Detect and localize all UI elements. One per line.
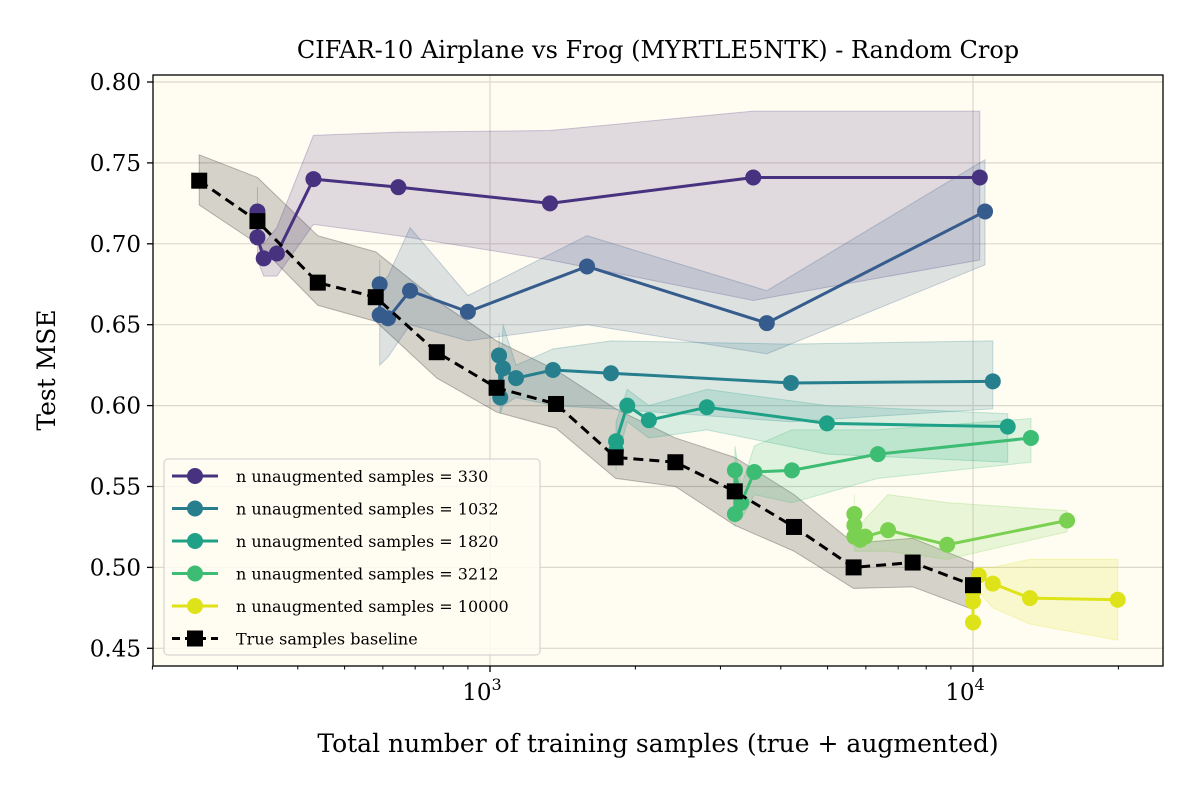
legend-label: n unaugmented samples = 10000 [236,597,509,616]
x-tick-label: 104 [945,675,984,706]
x-tick-base: 10 [462,680,491,706]
y-tick-label: 0.80 [90,70,141,96]
x-tick-label: 103 [462,675,501,706]
baseline-point [488,379,505,396]
baseline-point [607,449,624,466]
series-point [782,374,799,391]
series-point [746,463,763,480]
series-point [255,250,272,267]
series-point [818,415,835,432]
y-tick-label: 0.45 [90,636,141,662]
baseline-point [965,577,981,594]
series-point [1109,591,1126,608]
x-axis-label: Total number of training samples (true +… [317,729,998,758]
y-tick-label: 0.60 [90,394,141,420]
legend-marker [187,500,203,517]
series-point [602,365,619,382]
x-tick-exponent: 3 [492,675,502,694]
series-point [305,171,322,188]
series-point [977,203,994,220]
series-point [459,303,476,320]
series-point [745,169,762,186]
plot-frame [152,74,1164,667]
baseline-point [786,518,803,535]
series-point [965,614,981,631]
baseline-point [249,213,266,230]
series-point [268,245,285,262]
y-axis-label: Test MSE [32,309,61,430]
legend-label: n unaugmented samples = 1032 [236,500,499,519]
series-point [619,397,636,414]
baseline-point [845,559,862,576]
baseline-line [198,179,974,587]
series-lines [191,169,1126,631]
baseline-point [548,395,565,412]
series-point [939,536,956,553]
series-point [846,506,863,523]
baseline-point [726,483,743,500]
series-band [498,324,994,423]
chart-title: CIFAR-10 Airplane vs Frog (MYRTLE5NTK) -… [297,36,1019,64]
y-tick-label: 0.55 [90,475,141,501]
legend-marker [187,468,203,484]
series-point [971,169,988,186]
legend-marker [187,565,203,582]
series-point [491,347,508,364]
y-tick-label: 0.65 [90,313,141,339]
series-point [495,360,512,377]
series-band [379,158,986,367]
series-point [726,462,743,479]
series-point [402,282,419,299]
series-point [758,315,775,332]
baseline-point [904,554,921,571]
series-point [541,195,558,212]
legend-frame [163,458,541,656]
legend-label: n unaugmented samples = 3212 [236,565,499,584]
series-point [880,522,897,539]
series-point [608,433,625,450]
baseline-point [191,172,208,189]
legend-label: n unaugmented samples = 1820 [236,532,499,551]
legend-marker [187,598,203,614]
y-tick-label: 0.50 [90,555,141,581]
legend-marker [187,533,203,549]
series-point [698,399,715,416]
legend-label: n unaugmented samples = 330 [236,467,488,486]
series-point [869,446,886,463]
series-point [640,412,657,429]
series-band [256,110,981,301]
legend-marker [187,630,203,647]
baseline-point [667,454,684,471]
series-point [1022,429,1039,446]
legend: n unaugmented samples = 330 n unaugmented… [163,458,541,656]
legend-label: True samples baseline [236,630,418,649]
series-point [984,575,1001,592]
series-point [508,370,525,387]
series-point [544,362,561,379]
baseline-point [309,274,326,291]
series-point [380,310,397,327]
y-tick-label: 0.70 [90,232,141,258]
series-point [846,517,863,534]
x-tick-exponent: 4 [975,675,985,694]
series-point [1021,590,1038,607]
x-tick-base: 10 [945,680,974,706]
series-point [371,276,388,293]
series-point [249,229,266,246]
series-point [999,418,1016,435]
baseline-point [428,344,445,361]
y-tick-label: 0.75 [90,151,141,177]
series-point [579,258,596,275]
series-point [1059,512,1076,529]
series-point [783,462,800,479]
baseline-point [367,289,384,306]
series-point [390,179,407,196]
series-point [857,528,874,545]
series-point [984,373,1001,390]
